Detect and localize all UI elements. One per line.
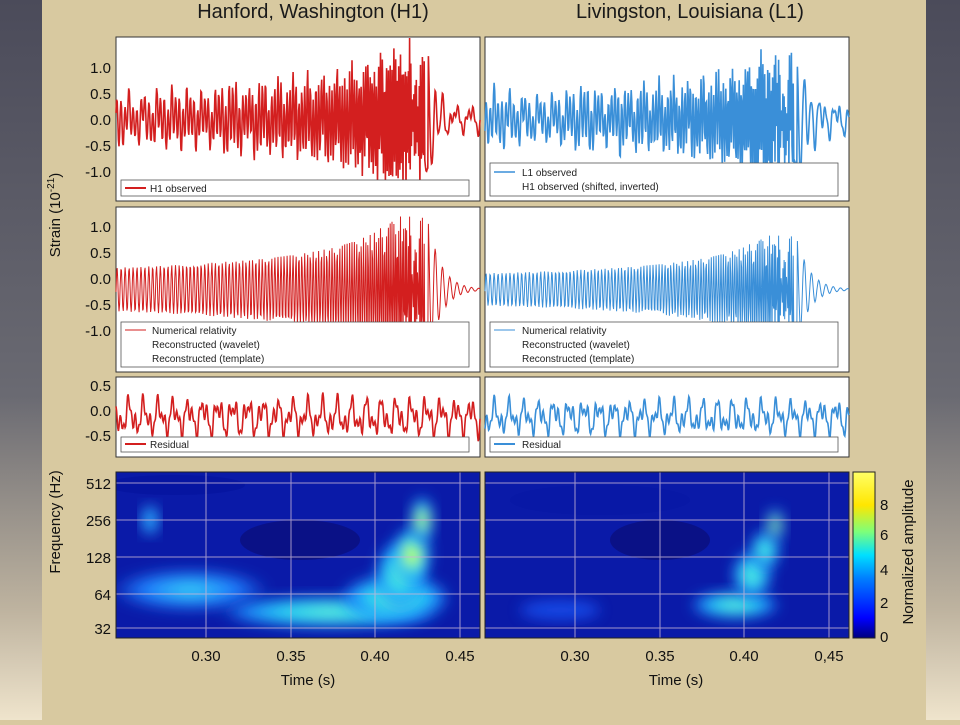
legend-h1-residual: Residual (150, 440, 189, 451)
ytick-0.0: 0.0 (90, 112, 111, 129)
legend-h1-template: Reconstructed (template) (152, 354, 264, 365)
ytick--0.5: -0.5 (85, 297, 111, 314)
panel-l1-reconstruction: Numerical relativity Reconstructed (wave… (484, 206, 850, 373)
panel-l1-residual: Residual (484, 376, 850, 458)
left-side-band (0, 0, 42, 720)
yticks-frequency: 512 256 128 64 32 (86, 476, 111, 638)
panel-h1-observed: H1 observed (115, 36, 481, 202)
ytick-1.0: 1.0 (90, 219, 111, 236)
title-l1: Livingston, Louisiana (L1) (576, 1, 804, 23)
ytick--0.5: -0.5 (85, 138, 111, 155)
strain-axis-label: Strain (10-21) (46, 173, 64, 258)
ytick-0.0: 0.0 (90, 403, 111, 420)
legend-box-h1-observed (120, 179, 470, 197)
ytick-64: 64 (94, 587, 111, 604)
ytick-0.5: 0.5 (90, 86, 111, 103)
legend-box-h1-residual (120, 436, 470, 453)
panel-h1-spectrogram (115, 471, 481, 639)
legend-l1-wavelet: Reconstructed (wavelet) (522, 340, 630, 351)
ytick-32: 32 (94, 621, 111, 638)
ytick-128: 128 (86, 550, 111, 567)
ytick-1.0: 1.0 (90, 60, 111, 77)
colorbar-label: Normalized amplitude (900, 479, 917, 624)
xticks-l1: 0.30 0.35 0.40 0,45 (560, 648, 843, 665)
panel-h1-reconstruction: Numerical relativity Reconstructed (wave… (115, 206, 481, 373)
xtick-0.45: 0.45 (445, 648, 474, 665)
yticks-row2: 1.0 0.5 0.0 -0.5 -1.0 (85, 219, 111, 340)
ytick-0.5: 0.5 (90, 378, 111, 395)
xtick-0.40: 0.40 (360, 648, 389, 665)
legend-box-l1-reconstruction (489, 321, 839, 368)
legend-h1-shifted: H1 observed (shifted, inverted) (522, 182, 659, 193)
h1-nr-line (115, 216, 481, 363)
xtick-0.45: 0,45 (814, 648, 843, 665)
cbar-tick-0: 0 (880, 629, 888, 646)
cbar-tick-6: 6 (880, 527, 888, 544)
ytick--1.0: -1.0 (85, 164, 111, 181)
h1-observed-line (115, 37, 481, 196)
colorbar: 8 6 4 2 0 (852, 471, 888, 646)
legend-l1-observed: L1 observed (522, 168, 577, 179)
title-h1: Hanford, Washington (H1) (197, 1, 429, 23)
xtick-0.30: 0.30 (191, 648, 220, 665)
cbar-tick-8: 8 (880, 497, 888, 514)
legend-box-l1-observed (489, 162, 839, 197)
legend-h1-observed: H1 observed (150, 184, 207, 195)
panel-l1-spectrogram (484, 471, 850, 639)
ytick--0.5: -0.5 (85, 428, 111, 445)
legend-box-h1-reconstruction (120, 321, 470, 368)
xtick-0.35: 0.35 (645, 648, 674, 665)
legend-l1-residual: Residual (522, 440, 561, 451)
legend-box-l1-residual (489, 436, 839, 453)
l1-nr-line (484, 235, 850, 344)
yticks-row1: 1.0 0.5 0.0 -0.5 -1.0 (85, 60, 111, 181)
ytick-512: 512 (86, 476, 111, 493)
ytick--1.0: -1.0 (85, 323, 111, 340)
legend-l1-nr: Numerical relativity (522, 326, 606, 337)
xtick-0.35: 0.35 (276, 648, 305, 665)
time-axis-label-l1: Time (s) (649, 672, 703, 689)
ytick-0.0: 0.0 (90, 271, 111, 288)
yticks-row3: 0.5 0.0 -0.5 (85, 378, 111, 445)
l1-residual-line (484, 392, 850, 441)
l1-observed-line (484, 49, 850, 182)
right-side-band (926, 0, 960, 720)
panel-h1-residual: Residual (115, 376, 481, 458)
cbar-tick-2: 2 (880, 595, 888, 612)
xticks-h1: 0.30 0.35 0.40 0.45 (191, 648, 474, 665)
cbar-tick-4: 4 (880, 562, 888, 579)
panel-l1-observed: L1 observed H1 observed (shifted, invert… (484, 36, 850, 202)
legend-h1-nr: Numerical relativity (152, 326, 236, 337)
ytick-256: 256 (86, 513, 111, 530)
time-axis-label-h1: Time (s) (281, 672, 335, 689)
xtick-0.30: 0.30 (560, 648, 589, 665)
frequency-axis-label: Frequency (Hz) (47, 470, 64, 573)
legend-h1-wavelet: Reconstructed (wavelet) (152, 340, 260, 351)
ytick-0.5: 0.5 (90, 245, 111, 262)
xtick-0.40: 0.40 (729, 648, 758, 665)
legend-l1-template: Reconstructed (template) (522, 354, 634, 365)
